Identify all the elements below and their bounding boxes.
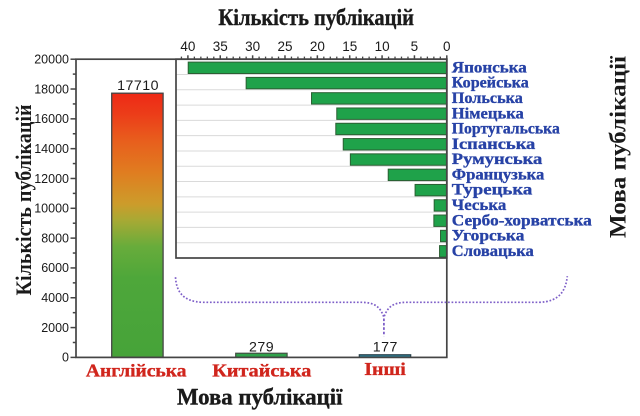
svg-text:Чеська: Чеська (452, 196, 507, 214)
svg-text:Мова публікації: Мова публікації (177, 385, 343, 410)
svg-text:Англійська: Англійська (86, 360, 187, 380)
svg-text:35: 35 (213, 39, 228, 54)
svg-text:5: 5 (411, 39, 419, 54)
svg-text:16000: 16000 (34, 112, 69, 126)
svg-text:18000: 18000 (34, 82, 69, 96)
svg-text:279: 279 (249, 339, 274, 355)
svg-text:10000: 10000 (34, 202, 69, 216)
svg-text:Польська: Польська (452, 89, 523, 107)
svg-text:4000: 4000 (41, 291, 69, 305)
svg-text:Португальська: Португальська (452, 120, 560, 138)
svg-text:Угорська: Угорська (452, 227, 525, 245)
svg-text:20: 20 (310, 39, 325, 54)
svg-text:0: 0 (62, 351, 69, 365)
svg-text:Інші: Інші (364, 359, 406, 379)
svg-text:Словацька: Словацька (452, 242, 534, 260)
svg-text:Румунська: Румунська (452, 150, 543, 168)
svg-text:14000: 14000 (34, 142, 69, 156)
svg-text:10: 10 (375, 39, 390, 54)
svg-text:Іспанська: Іспанська (452, 135, 536, 153)
svg-text:2000: 2000 (41, 321, 69, 335)
svg-text:17710: 17710 (117, 78, 159, 94)
svg-text:Сербо-хорватська: Сербо-хорватська (452, 211, 592, 229)
svg-text:Кількість публікацій: Кількість публікацій (218, 5, 414, 30)
svg-text:0: 0 (443, 39, 451, 54)
svg-text:Китайська: Китайська (212, 360, 311, 380)
svg-text:Мова публікації: Мова публікації (606, 56, 632, 238)
svg-text:40: 40 (180, 39, 195, 54)
svg-text:25: 25 (277, 39, 292, 54)
svg-text:Корейська: Корейська (452, 74, 529, 92)
svg-text:177: 177 (373, 339, 398, 355)
svg-text:Японська: Японська (452, 58, 527, 76)
svg-text:30: 30 (245, 39, 260, 54)
svg-text:Кількість публікацій: Кількість публікацій (11, 104, 36, 295)
svg-text:Німецька: Німецька (452, 104, 524, 122)
svg-text:Французька: Французька (452, 165, 545, 183)
svg-text:12000: 12000 (34, 172, 69, 186)
svg-text:8000: 8000 (41, 231, 69, 245)
svg-text:Турецька: Турецька (452, 181, 533, 199)
svg-text:6000: 6000 (41, 261, 69, 275)
svg-text:15: 15 (342, 39, 357, 54)
svg-text:20000: 20000 (34, 53, 69, 67)
